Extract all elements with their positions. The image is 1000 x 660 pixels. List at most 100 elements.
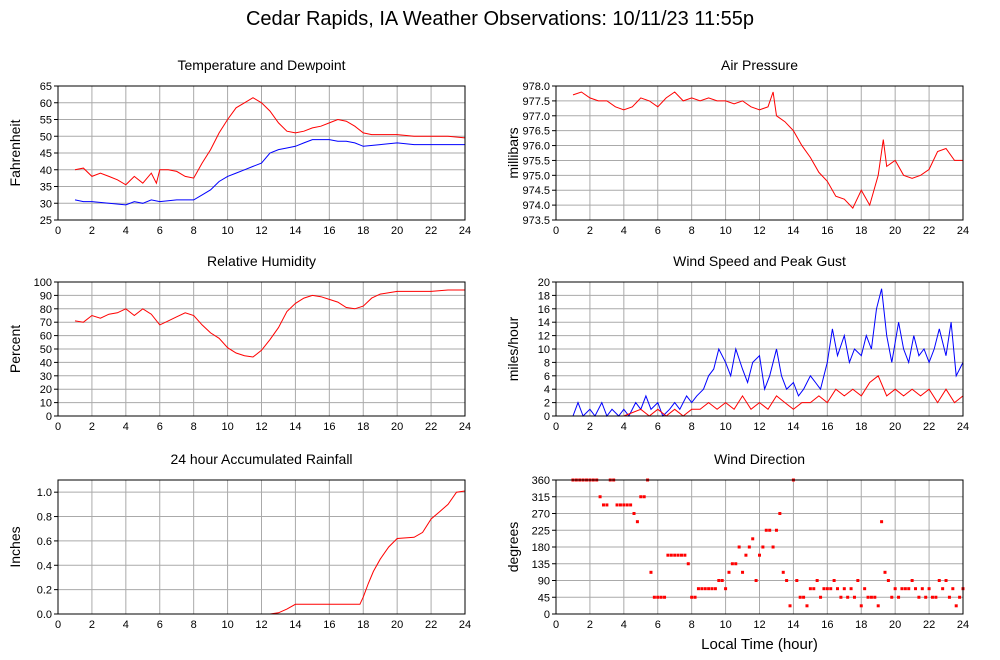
pressure-y-tick-label: 978.0 — [522, 81, 550, 93]
temp-y-tick-label: 55 — [40, 115, 52, 127]
direction-point — [778, 512, 782, 515]
direction-x-axis-label: Local Time (hour) — [701, 636, 818, 653]
page-title: Cedar Rapids, IA Weather Observations: 1… — [245, 8, 755, 30]
direction-point — [924, 595, 928, 599]
direction-point — [846, 595, 850, 599]
rain-x-tick-label: 22 — [425, 619, 437, 631]
direction-x-tick-label: 20 — [889, 619, 901, 631]
direction-point — [842, 587, 846, 591]
rain-x-tick-label: 24 — [459, 619, 471, 631]
direction-point — [618, 503, 622, 507]
wind-y-tick-label: 0 — [544, 411, 550, 423]
direction-point — [947, 595, 951, 599]
direction-point — [727, 570, 731, 574]
direction-point — [893, 587, 897, 591]
direction-point — [747, 545, 751, 549]
direction-y-tick-label: 180 — [532, 542, 550, 554]
direction-point — [900, 587, 904, 591]
pressure-x-tick-label: 18 — [855, 225, 867, 237]
direction-point — [910, 579, 914, 582]
direction-point — [798, 595, 802, 599]
direction-point — [649, 570, 653, 574]
direction-point — [713, 587, 717, 591]
temp-x-tick-label: 2 — [89, 225, 95, 237]
direction-point — [795, 579, 799, 582]
direction-point — [683, 553, 687, 557]
humidity-x-tick-label: 22 — [425, 421, 437, 433]
humidity-y-tick-label: 30 — [40, 371, 52, 383]
pressure-y-axis-label: millibars — [505, 127, 521, 178]
humidity-x-tick-label: 12 — [255, 421, 267, 433]
direction-x-tick-label: 0 — [553, 619, 559, 631]
temp-y-tick-label: 65 — [40, 81, 52, 93]
direction-point — [642, 495, 646, 499]
direction-point — [707, 587, 711, 591]
temp-series-line-0 — [74, 97, 466, 186]
direction-point — [829, 587, 833, 591]
temp-frame — [57, 85, 466, 221]
rain-y-tick-label: 0.0 — [37, 609, 52, 621]
wind-y-axis-label: miles/hour — [505, 316, 521, 381]
direction-point — [822, 587, 826, 591]
direction-point — [744, 553, 748, 557]
wind-x-tick-label: 22 — [923, 421, 935, 433]
rain-y-tick-label: 0.4 — [37, 560, 52, 572]
humidity-y-tick-label: 80 — [40, 304, 52, 316]
rain-x-tick-label: 6 — [157, 619, 163, 631]
direction-point — [920, 587, 924, 591]
direction-point — [866, 595, 870, 599]
wind-x-tick-label: 16 — [821, 421, 833, 433]
humidity-y-tick-label: 0 — [46, 411, 52, 423]
rain-x-tick-label: 16 — [323, 619, 335, 631]
wind-chart: 2 4 6 8 10 12 14 16 18 20 22 24002468101214161820Wi… — [505, 253, 969, 433]
direction-y-tick-label: 0 — [544, 609, 550, 621]
humidity-chart: 2 4 6 8 10 12 14 16 18 20 22 2400102030405060708090… — [7, 253, 471, 433]
temp-y-tick-label: 30 — [40, 198, 52, 210]
pressure-frame — [555, 85, 964, 221]
direction-point — [876, 604, 880, 608]
rain-frame — [57, 479, 466, 615]
temp-y-tick-label: 50 — [40, 131, 52, 143]
wind-y-tick-label: 14 — [538, 317, 550, 329]
direction-point — [856, 579, 860, 582]
direction-point — [700, 587, 704, 591]
rain-chart: 2 4 6 8 10 12 14 16 18 20 22 2400.00.20.40.60.81.02… — [7, 451, 471, 631]
direction-point — [686, 562, 690, 566]
wind-x-tick-label: 20 — [889, 421, 901, 433]
rain-x-tick-label: 20 — [391, 619, 403, 631]
humidity-y-tick-label: 10 — [40, 398, 52, 410]
temp-x-tick-label: 18 — [357, 225, 369, 237]
pressure-x-tick-label: 2 — [587, 225, 593, 237]
humidity-x-tick-label: 2 — [89, 421, 95, 433]
direction-point — [907, 587, 911, 591]
direction-point — [869, 595, 873, 599]
direction-point — [903, 587, 907, 591]
humidity-x-tick-label: 20 — [391, 421, 403, 433]
direction-point — [676, 553, 680, 557]
pressure-y-tick-label: 976.0 — [522, 141, 550, 153]
direction-point — [951, 587, 955, 591]
direction-point — [663, 595, 667, 599]
wind-x-tick-label: 0 — [553, 421, 559, 433]
humidity-y-tick-label: 40 — [40, 357, 52, 369]
pressure-y-tick-label: 976.5 — [522, 126, 550, 138]
direction-point — [696, 587, 700, 591]
direction-point — [768, 528, 772, 532]
temp-x-tick-label: 24 — [459, 225, 471, 237]
wind-y-tick-label: 12 — [538, 331, 550, 343]
direction-point — [693, 595, 697, 599]
temp-chart: 2 4 6 8 10 12 14 16 18 20 22 240253035404550556065T… — [7, 57, 471, 237]
direction-point — [679, 553, 683, 557]
wind-x-tick-label: 6 — [655, 421, 661, 433]
rain-series-line-0 — [75, 490, 466, 615]
direction-point — [930, 595, 934, 599]
direction-point — [730, 562, 734, 566]
pressure-y-tick-label: 975.0 — [522, 170, 550, 182]
direction-point — [751, 537, 755, 541]
wind-x-tick-label: 12 — [753, 421, 765, 433]
humidity-y-tick-label: 60 — [40, 331, 52, 343]
direction-point — [917, 595, 921, 599]
direction-point — [629, 503, 633, 507]
direction-point — [832, 579, 836, 582]
humidity-title: Relative Humidity — [207, 253, 316, 269]
